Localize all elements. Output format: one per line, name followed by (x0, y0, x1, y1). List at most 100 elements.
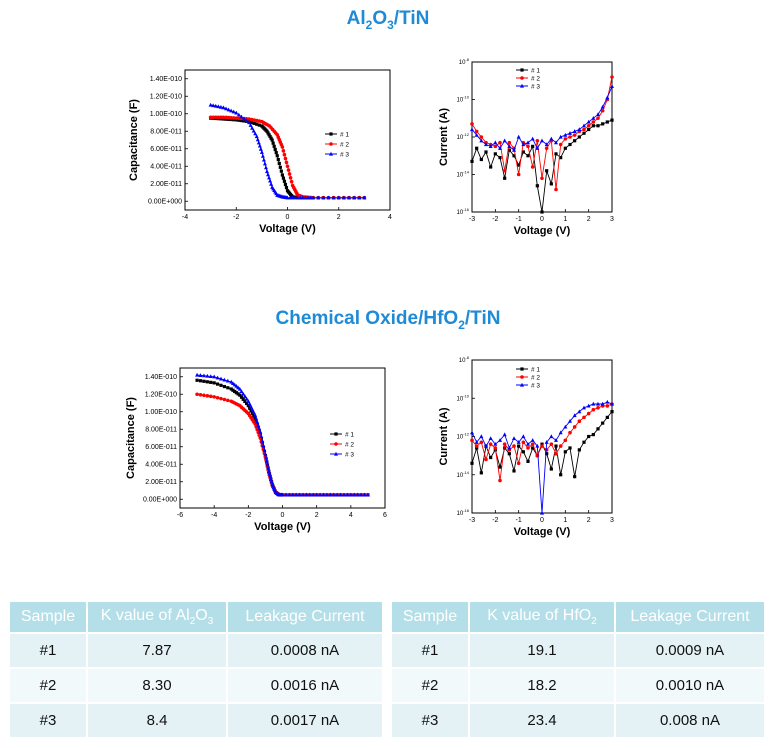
plot-frame (471, 359, 613, 514)
data-point (517, 163, 521, 167)
data-point (255, 137, 260, 142)
data-point (563, 450, 567, 454)
data-point (526, 459, 530, 463)
y-tick-label: 10-8 (459, 57, 470, 66)
cell-k-value: 8.30 (87, 667, 228, 703)
data-point (347, 195, 351, 200)
data-point (531, 446, 535, 450)
legend-marker (334, 451, 338, 456)
y-tick-label: 2.00E-011 (150, 181, 182, 188)
data-point (610, 84, 614, 88)
series-2 (470, 75, 614, 192)
table-row: #2 8.30 0.0016 nA (10, 667, 384, 703)
data-point (295, 195, 300, 200)
data-point (540, 442, 544, 446)
data-point (352, 195, 357, 200)
cell-k-value: 7.87 (87, 632, 228, 668)
data-point (540, 210, 544, 214)
legend-marker (520, 76, 524, 80)
data-point (600, 108, 605, 113)
data-point (311, 195, 316, 200)
y-tick-label: 0.00E+000 (143, 497, 177, 504)
data-point (512, 436, 516, 441)
data-point (600, 401, 605, 406)
data-point (365, 492, 370, 497)
data-point (474, 444, 479, 448)
section-title-hfo2: Chemical Oxide/HfO2/TiN (0, 308, 776, 332)
y-tick-label: 10-14 (457, 170, 470, 179)
data-point (345, 492, 350, 497)
data-point (572, 129, 577, 133)
data-point (498, 465, 502, 469)
data-point (331, 492, 336, 497)
data-point (286, 168, 291, 172)
data-point (254, 134, 259, 139)
data-point (242, 394, 247, 398)
data-point (596, 401, 600, 406)
data-point (573, 139, 577, 143)
data-point (268, 134, 272, 139)
data-point (493, 140, 498, 145)
data-point (526, 140, 530, 145)
data-point (359, 492, 364, 497)
data-point (205, 373, 210, 378)
data-point (587, 434, 591, 439)
data-point (526, 154, 530, 158)
data-point (311, 492, 316, 497)
data-point (470, 461, 474, 465)
data-point (277, 161, 281, 166)
data-point (239, 118, 243, 123)
data-point (306, 195, 310, 200)
table-row: #3 8.4 0.0017 nA (10, 702, 384, 737)
data-point (554, 438, 558, 442)
data-point (572, 133, 577, 137)
data-point (221, 115, 226, 120)
cell-leakage: 0.008 nA (615, 702, 766, 737)
data-point (605, 95, 610, 100)
data-point (231, 388, 235, 392)
legend-marker (329, 142, 333, 146)
data-point (507, 452, 511, 456)
title-text: O (372, 8, 388, 29)
data-point (318, 492, 323, 497)
legend-label: # 1 (345, 431, 354, 438)
data-point (269, 136, 273, 140)
data-point (216, 104, 221, 109)
cell-k-value: 19.1 (469, 632, 616, 668)
data-point (264, 455, 269, 460)
data-point (559, 473, 563, 477)
data-point (234, 110, 239, 115)
y-axis-label: Capacitance (F) (125, 397, 137, 479)
data-point (246, 399, 251, 403)
data-point (271, 141, 275, 145)
data-point (215, 375, 220, 380)
series-line (197, 393, 368, 496)
data-point (549, 434, 554, 439)
cv-chart-al2o3: -4 -2 0 2 4 0.00E+000 2.00E-011 4.00E-011 6.00E-… (128, 69, 392, 235)
data-point (269, 181, 274, 186)
data-point (262, 447, 267, 452)
title-text: /TiN (464, 308, 501, 329)
data-point (568, 142, 572, 147)
legend-label: # 1 (531, 67, 540, 74)
data-point (201, 373, 206, 378)
header-k-value: K value of HfO2 (469, 602, 616, 633)
data-point (479, 157, 483, 162)
data-point (261, 443, 266, 448)
data-point (568, 430, 572, 435)
data-point (270, 138, 274, 142)
x-tick-label: 2 (587, 216, 591, 223)
data-point (265, 169, 269, 174)
data-point (216, 115, 221, 120)
legend-label: # 1 (531, 366, 540, 373)
data-point (288, 176, 293, 180)
data-point (260, 438, 265, 443)
header-k-value: K value of Al2O3 (87, 602, 228, 633)
data-point (208, 115, 213, 120)
data-point (297, 492, 302, 497)
data-point (493, 441, 498, 446)
x-tick-label: 4 (388, 214, 392, 221)
data-point (568, 419, 572, 423)
cell-leakage: 0.0017 nA (227, 702, 384, 737)
data-point (243, 399, 247, 404)
